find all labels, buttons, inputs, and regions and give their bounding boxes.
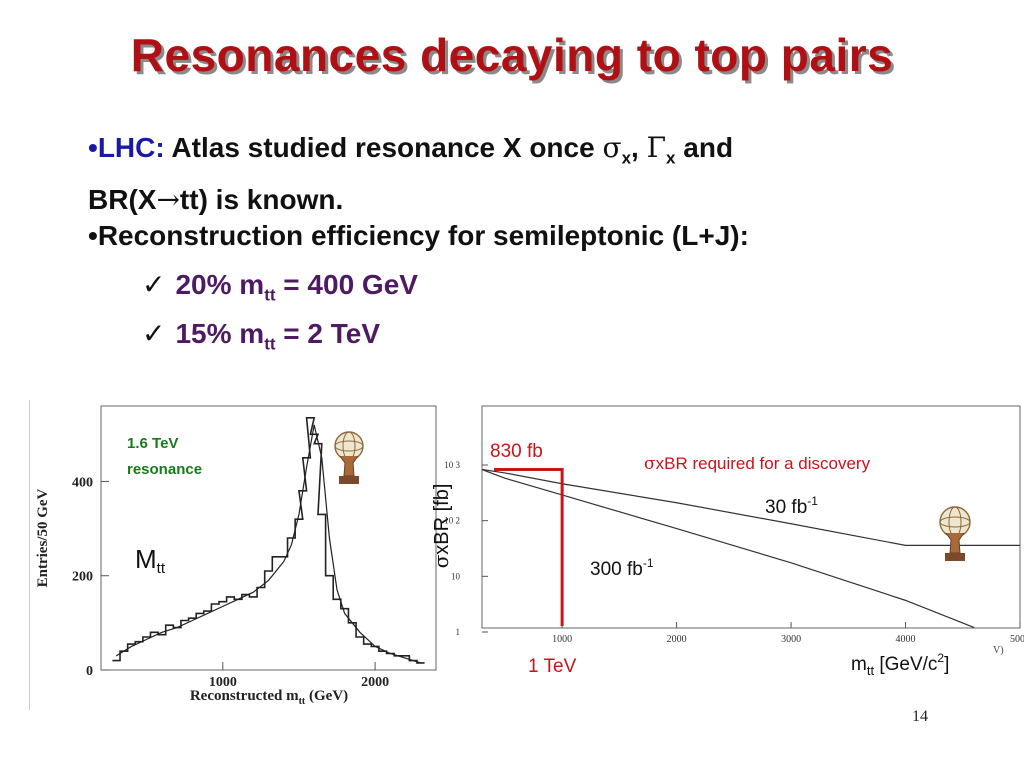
check-text: 20% m: [175, 269, 265, 300]
atlas-logo-icon: [334, 431, 364, 484]
y-axis-label: σxBR [fb]: [429, 484, 453, 569]
bullet-text-br: BR(X: [88, 183, 157, 215]
cross-section-label: 830 fb: [490, 441, 543, 462]
atlas-logo-icon: [939, 506, 971, 561]
x-axis-label-fragment: V): [993, 645, 1004, 656]
y-axis-label: Entries/50 GeV: [35, 488, 51, 587]
bullet-text-known: tt) is known.: [179, 183, 344, 215]
bullet-text: Atlas studied resonance X once: [164, 132, 603, 163]
x-tick-label: 4000: [896, 634, 916, 645]
discovery-annotation: σxBR required for a discovery: [644, 454, 871, 474]
bullet-text: Reconstruction efficiency for semilepton…: [97, 220, 749, 251]
sigma-subscript: x: [621, 148, 632, 168]
x-tick-label: 5000: [1010, 634, 1024, 645]
x-tick-label: 2000: [361, 675, 389, 690]
reach-frame: [481, 405, 1021, 629]
discovery-reach-figure: σxBR [fb] 1000 2000 3000 4000 5000 1 10 10 2 10 …: [429, 405, 1024, 678]
checkmark-icon: ✓: [142, 269, 166, 300]
bullet-marker: •: [88, 220, 98, 251]
bullet-comma: ,: [631, 132, 647, 163]
check-subscript: tt: [264, 334, 276, 354]
slide-title: Resonances decaying to top pairs: [130, 29, 894, 81]
histogram-frame: [100, 405, 437, 671]
resonance-annotation: 1.6 TeV: [127, 435, 178, 452]
sigma-symbol: σ: [602, 131, 622, 164]
y-tick-label: 400: [72, 475, 93, 490]
y-tick-label: 0: [86, 664, 93, 679]
y-tick-label: 10 3: [444, 460, 460, 470]
check-text: 15% m: [175, 318, 265, 349]
bullet-lhc: •LHC: Atlas studied resonance X once σx,…: [88, 127, 958, 220]
bullet-marker: •: [88, 132, 98, 163]
x-tick-label: 3000: [781, 634, 801, 645]
y-tick-label: 200: [72, 570, 93, 585]
x-tick-label: 2000: [667, 634, 687, 645]
series-30fb-label: 30 fb-1: [765, 494, 818, 518]
one-tev-label: 1 TeV: [528, 656, 577, 677]
x-axis-label: Reconstructed mtt (GeV): [190, 688, 348, 707]
y-tick-label: 10 2: [444, 516, 460, 526]
histogram-series: [112, 416, 425, 664]
x-axis-label: mtt [GeV/c2]: [851, 651, 949, 678]
mtt-label: Mtt: [135, 544, 166, 577]
resonance-annotation: resonance: [127, 461, 202, 478]
y-tick-label: 10: [451, 571, 461, 581]
one-tev-marker-line: [494, 468, 564, 626]
series-300fb-label: 300 fb-1: [590, 556, 654, 580]
gamma-subscript: x: [666, 148, 676, 168]
series-300fb-curve: [481, 468, 975, 629]
check-subscript: tt: [264, 285, 276, 305]
check-item: ✓ 15% mtt = 2 TeV: [142, 317, 380, 355]
gamma-symbol: Γ: [646, 131, 667, 164]
mtt-histogram-figure: Entries/50 GeV Reconstructed mtt (GeV) 1…: [29, 398, 439, 710]
bullet-lead: LHC:: [97, 132, 165, 163]
series-30fb-curve: [481, 468, 1020, 546]
check-value: = 2 TeV: [275, 318, 381, 349]
page-number: 14: [912, 708, 928, 725]
arrow-symbol: →: [156, 182, 180, 216]
bullet-text-and: and: [675, 132, 734, 163]
checkmark-icon: ✓: [142, 318, 166, 349]
y-tick-label: 1: [456, 627, 461, 637]
check-value: = 400 GeV: [275, 269, 418, 300]
fit-curve: [115, 424, 421, 664]
x-tick-label: 1000: [552, 634, 572, 645]
bullet-efficiency: •Reconstruction efficiency for semilepto…: [88, 220, 749, 252]
check-item: ✓ 20% mtt = 400 GeV: [142, 268, 418, 306]
x-tick-label: 1000: [209, 675, 237, 690]
